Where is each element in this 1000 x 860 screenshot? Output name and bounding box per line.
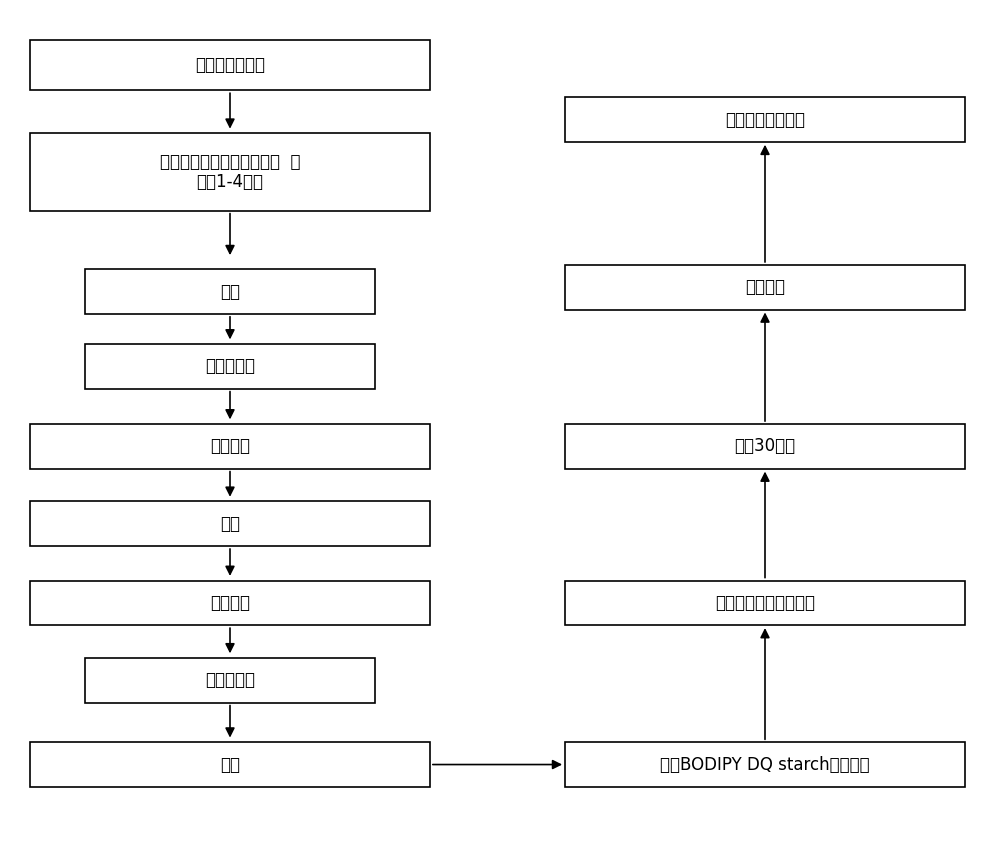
- FancyBboxPatch shape: [565, 424, 965, 469]
- Text: 去除烟叶的茎和叶脉组织，  剪
碎至1-4厘米: 去除烟叶的茎和叶脉组织， 剪 碎至1-4厘米: [160, 152, 300, 192]
- Text: 加入BODIPY DQ starch（染液）: 加入BODIPY DQ starch（染液）: [660, 756, 870, 773]
- Text: 离心: 离心: [220, 515, 240, 532]
- FancyBboxPatch shape: [565, 742, 965, 787]
- Text: 加入电子传递链抑制剂: 加入电子传递链抑制剂: [715, 594, 815, 611]
- FancyBboxPatch shape: [30, 501, 430, 546]
- FancyBboxPatch shape: [30, 40, 430, 90]
- Text: 细胞悬浮: 细胞悬浮: [210, 594, 250, 611]
- FancyBboxPatch shape: [565, 580, 965, 625]
- Text: 离心: 离心: [220, 756, 240, 773]
- FancyBboxPatch shape: [30, 424, 430, 469]
- FancyBboxPatch shape: [565, 265, 965, 310]
- FancyBboxPatch shape: [85, 269, 375, 314]
- Text: 涂片风干: 涂片风干: [745, 279, 785, 296]
- Text: 搅拌机破碎: 搅拌机破碎: [205, 358, 255, 375]
- Text: 稀释: 稀释: [220, 283, 240, 300]
- Text: 超声波处理: 超声波处理: [205, 672, 255, 689]
- FancyBboxPatch shape: [85, 658, 375, 703]
- Text: 烘烤或陈化烟叶: 烘烤或陈化烟叶: [195, 57, 265, 74]
- FancyBboxPatch shape: [85, 344, 375, 389]
- Text: 匀浆过滤: 匀浆过滤: [210, 438, 250, 455]
- FancyBboxPatch shape: [565, 97, 965, 142]
- FancyBboxPatch shape: [30, 742, 430, 787]
- Text: 荧光显微镜物观察: 荧光显微镜物观察: [725, 111, 805, 128]
- FancyBboxPatch shape: [30, 580, 430, 625]
- Text: 培养30分钟: 培养30分钟: [734, 438, 796, 455]
- FancyBboxPatch shape: [30, 133, 430, 211]
